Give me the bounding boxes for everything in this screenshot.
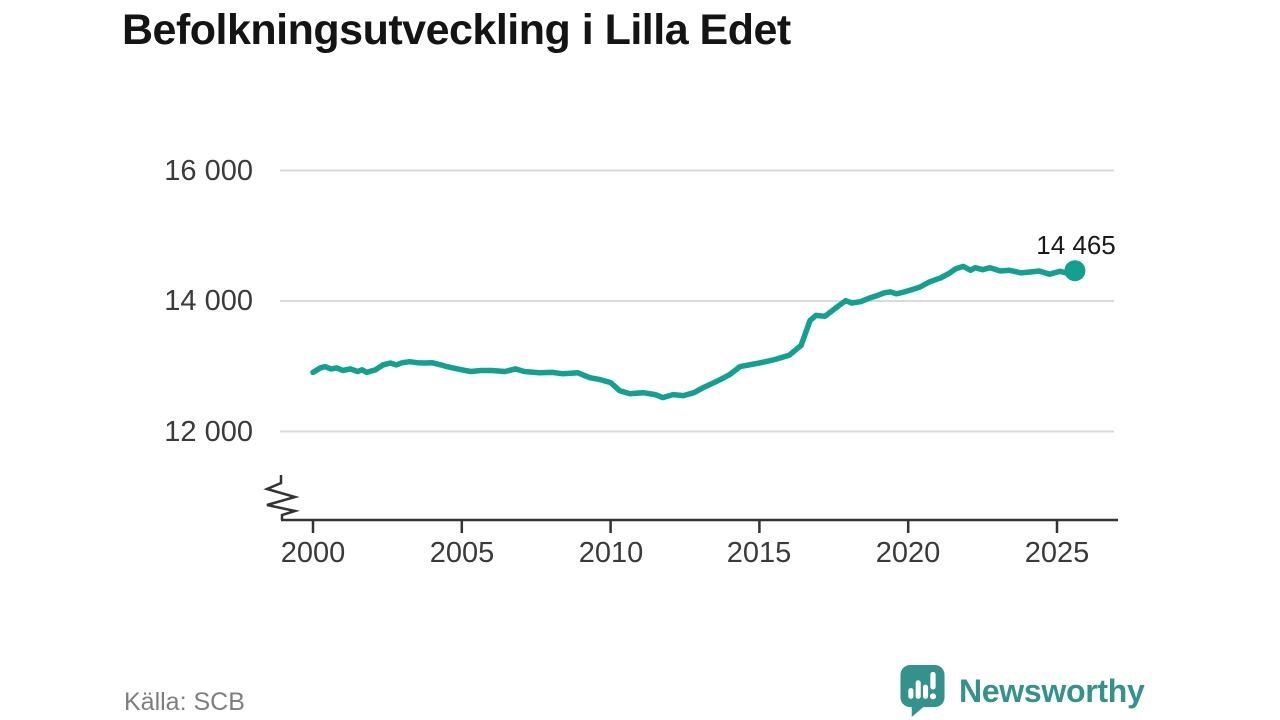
x-axis-tick-label-2005: 2005: [429, 537, 495, 569]
x-axis-tick-label-2015: 2015: [726, 537, 792, 569]
x-axis-tick-label-2010: 2010: [578, 537, 644, 569]
chart-title: Befolkningsutveckling i Lilla Edet: [122, 6, 791, 54]
newsworthy-speech-bubble-icon: [900, 665, 945, 717]
latest-value-label: 14 465: [1036, 230, 1116, 260]
newsworthy-wordmark: Newsworthy: [959, 672, 1145, 709]
source-attribution: Källa: SCB: [124, 688, 245, 716]
x-axis-tick-label-2020: 2020: [875, 537, 941, 569]
y-axis-tick-label-12000: 12 000: [164, 416, 253, 448]
x-axis-tick-label-2025: 2025: [1024, 537, 1090, 569]
y-axis-tick-label-16000: 16 000: [164, 155, 253, 187]
y-axis-tick-label-14000: 14 000: [164, 285, 253, 317]
newsworthy-logo: Newsworthy: [899, 662, 1145, 720]
x-axis-tick-label-2000: 2000: [280, 537, 346, 569]
